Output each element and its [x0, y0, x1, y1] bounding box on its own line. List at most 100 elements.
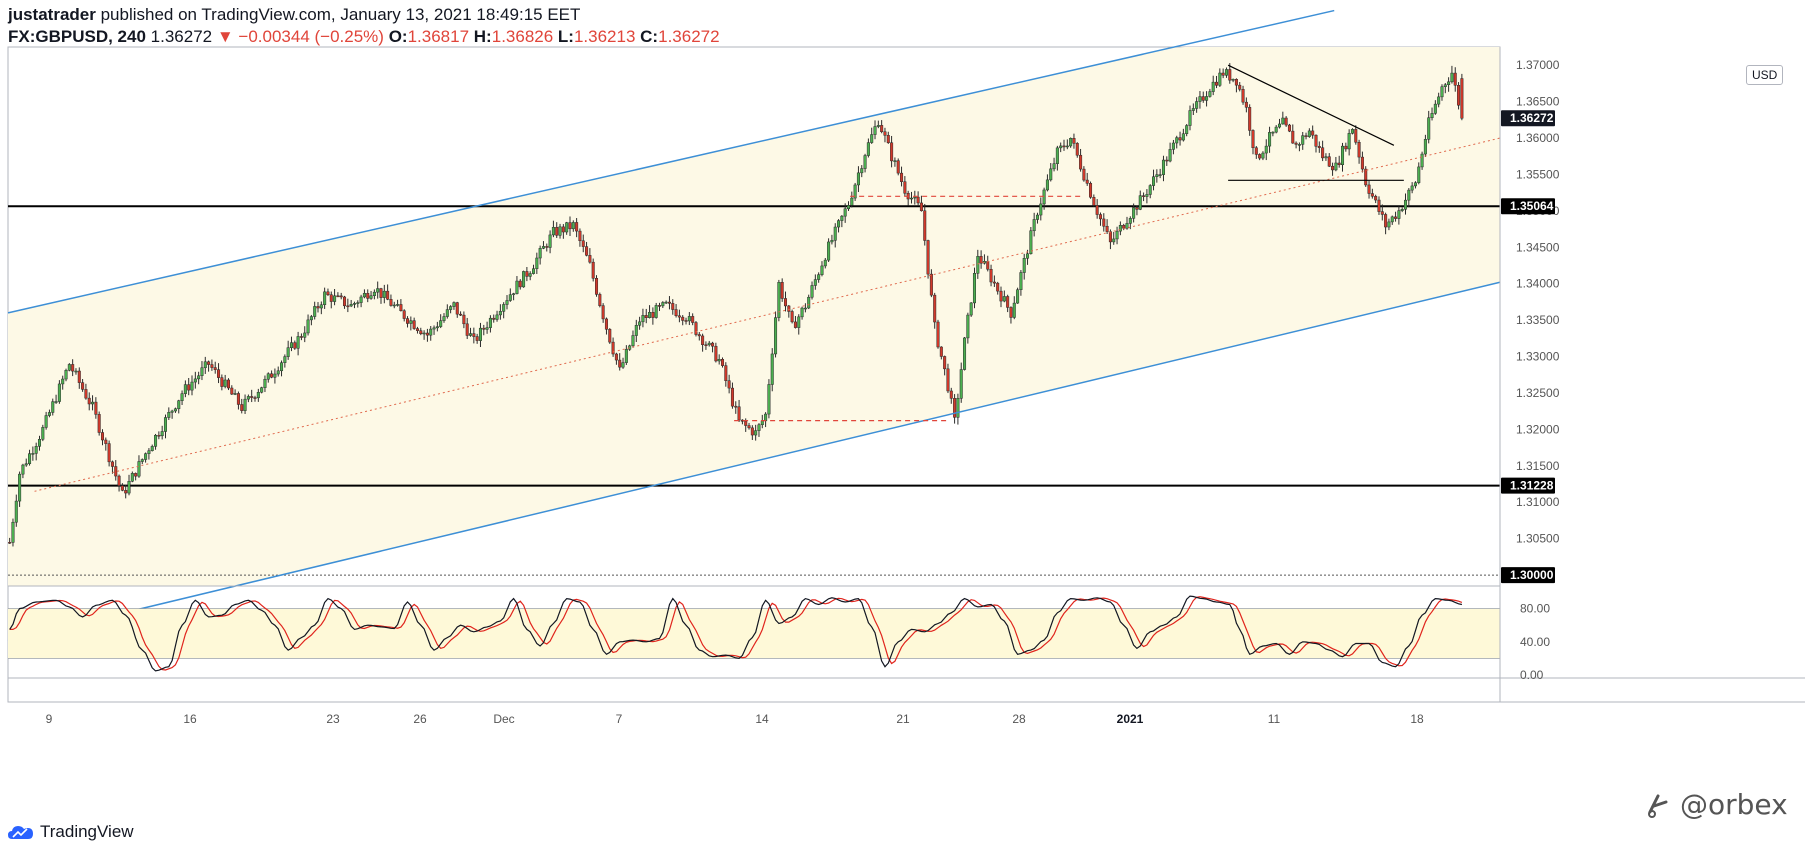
candle-body[interactable] — [866, 142, 870, 156]
candle-body[interactable] — [1205, 96, 1209, 101]
candle-body[interactable] — [916, 196, 920, 204]
candle-body[interactable] — [293, 342, 297, 349]
candle-body[interactable] — [512, 293, 516, 295]
candle-body[interactable] — [469, 333, 473, 336]
candle-body[interactable] — [823, 259, 827, 267]
candle-body[interactable] — [1138, 195, 1142, 210]
candle-body[interactable] — [498, 311, 502, 316]
candle-body[interactable] — [1188, 110, 1192, 126]
candle-body[interactable] — [1016, 289, 1020, 304]
candle-body[interactable] — [1211, 81, 1215, 92]
candle-body[interactable] — [11, 521, 15, 543]
candle-body[interactable] — [273, 373, 277, 378]
candle-body[interactable] — [522, 271, 526, 288]
candle-body[interactable] — [1002, 296, 1006, 302]
candle-body[interactable] — [435, 326, 439, 329]
candle-body[interactable] — [1423, 139, 1427, 155]
candle-body[interactable] — [170, 410, 174, 413]
candle-body[interactable] — [797, 316, 801, 328]
candle-body[interactable] — [919, 202, 923, 212]
candle-body[interactable] — [863, 155, 867, 169]
candle-body[interactable] — [1095, 205, 1099, 215]
candle-body[interactable] — [667, 301, 671, 304]
candle-body[interactable] — [996, 282, 1000, 292]
candle-body[interactable] — [134, 473, 138, 477]
candle-body[interactable] — [747, 425, 751, 429]
candle-body[interactable] — [1384, 214, 1388, 228]
candle-body[interactable] — [455, 302, 459, 315]
candle-body[interactable] — [532, 268, 536, 274]
channel-upper-line[interactable] — [7, 9, 1335, 314]
candle-body[interactable] — [737, 406, 741, 421]
candle-body[interactable] — [585, 246, 589, 256]
candle-body[interactable] — [1334, 162, 1338, 171]
candle-body[interactable] — [641, 315, 645, 323]
candle-body[interactable] — [233, 393, 237, 395]
candle-body[interactable] — [217, 369, 221, 378]
candle-body[interactable] — [538, 248, 542, 259]
candle-body[interactable] — [207, 361, 211, 365]
candle-body[interactable] — [1397, 210, 1401, 219]
candle-body[interactable] — [140, 459, 144, 462]
candle-body[interactable] — [1261, 152, 1265, 159]
candle-body[interactable] — [336, 295, 340, 298]
candle-body[interactable] — [240, 404, 244, 411]
candle-body[interactable] — [492, 317, 496, 320]
candle-body[interactable] — [1357, 141, 1361, 158]
candle-body[interactable] — [1085, 179, 1089, 184]
candle-body[interactable] — [1258, 154, 1262, 159]
candle-body[interactable] — [621, 362, 625, 368]
candle-body[interactable] — [1035, 214, 1039, 220]
candle-body[interactable] — [124, 490, 128, 494]
candle-body[interactable] — [1304, 135, 1308, 137]
candle-body[interactable] — [1331, 165, 1335, 171]
candle-body[interactable] — [1029, 230, 1033, 254]
candle-body[interactable] — [339, 295, 343, 298]
candle-body[interactable] — [611, 341, 615, 355]
candle-body[interactable] — [200, 367, 204, 377]
candle-body[interactable] — [117, 475, 121, 486]
candle-body[interactable] — [1142, 195, 1146, 197]
candle-body[interactable] — [402, 310, 406, 319]
candle-body[interactable] — [28, 453, 32, 464]
candle-body[interactable] — [71, 364, 75, 372]
candle-body[interactable] — [1165, 159, 1169, 162]
candle-body[interactable] — [21, 464, 25, 475]
candle-body[interactable] — [714, 345, 718, 362]
candle-body[interactable] — [846, 205, 851, 210]
candle-body[interactable] — [64, 370, 68, 380]
candle-body[interactable] — [1122, 225, 1126, 229]
candle-body[interactable] — [213, 367, 217, 370]
candle-body[interactable] — [1168, 149, 1172, 162]
candle-body[interactable] — [366, 293, 370, 299]
candle-body[interactable] — [1108, 231, 1112, 243]
candle-body[interactable] — [343, 296, 347, 307]
candle-body[interactable] — [730, 387, 734, 407]
candle-body[interactable] — [943, 356, 947, 370]
candle-body[interactable] — [1271, 131, 1275, 134]
candle-body[interactable] — [896, 160, 900, 174]
candle-body[interactable] — [147, 450, 151, 454]
candle-body[interactable] — [77, 370, 81, 383]
candle-body[interactable] — [568, 222, 572, 230]
candle-body[interactable] — [614, 353, 618, 361]
candle-body[interactable] — [774, 317, 778, 355]
candle-body[interactable] — [963, 337, 967, 370]
candle-body[interactable] — [1198, 96, 1202, 102]
candle-body[interactable] — [84, 389, 88, 399]
candle-body[interactable] — [1394, 216, 1398, 219]
candle-body[interactable] — [966, 314, 970, 339]
candle-body[interactable] — [422, 332, 426, 335]
candle-body[interactable] — [190, 381, 194, 391]
candle-body[interactable] — [432, 327, 436, 330]
candle-body[interactable] — [555, 227, 559, 236]
candle-body[interactable] — [1367, 184, 1371, 194]
candle-body[interactable] — [419, 330, 423, 335]
candle-body[interactable] — [631, 335, 635, 347]
candle-body[interactable] — [346, 305, 350, 308]
candle-body[interactable] — [459, 313, 463, 316]
candle-body[interactable] — [870, 134, 874, 143]
candle-body[interactable] — [223, 379, 227, 387]
candle-body[interactable] — [1407, 189, 1411, 201]
candle-body[interactable] — [502, 304, 506, 312]
